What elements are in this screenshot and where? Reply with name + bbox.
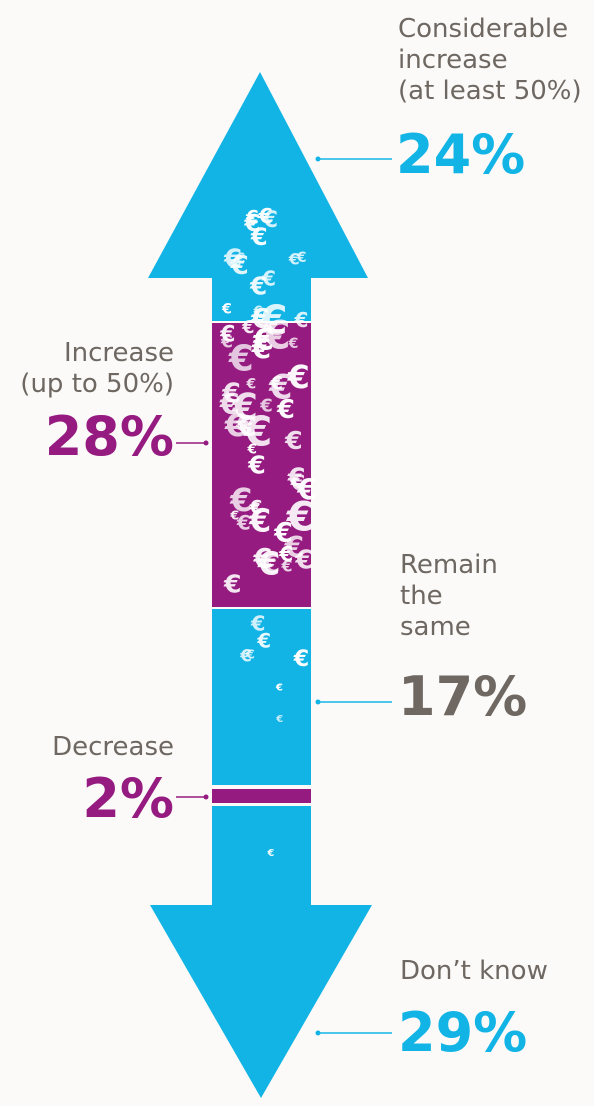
euro-icon: € — [263, 313, 291, 358]
euro-icon: € — [258, 297, 287, 345]
connector-dont-know-dot — [315, 1030, 321, 1036]
euro-icon: € — [241, 318, 254, 338]
euro-icon: € — [294, 308, 309, 332]
euro-icon: € — [296, 250, 307, 266]
euro-icon: € — [290, 470, 306, 495]
connector-increase-dot — [203, 440, 209, 446]
euro-icon: € — [223, 244, 242, 274]
euro-icon: € — [276, 395, 295, 425]
euro-icon: € — [249, 272, 267, 301]
segment-remain-same — [212, 609, 311, 785]
increase-label: Increase (up to 50%) — [20, 338, 174, 399]
euro-icon: € — [278, 542, 293, 566]
euro-icon: € — [219, 387, 240, 421]
euro-icon: € — [261, 550, 280, 580]
euro-icon: € — [296, 474, 317, 507]
euro-icon: € — [293, 646, 309, 672]
euro-icon: € — [220, 333, 233, 353]
euro-icon: € — [247, 441, 257, 457]
euro-icon: € — [261, 267, 276, 291]
euro-icon: € — [275, 683, 283, 694]
connector-considerable-increase-dot — [315, 156, 321, 162]
euro-icon: € — [253, 544, 273, 575]
connector-decrease-dot — [203, 794, 209, 800]
euro-icon: € — [288, 249, 300, 268]
euro-icon: € — [221, 378, 241, 409]
segment-increase — [212, 323, 311, 607]
euro-icon: € — [250, 611, 265, 635]
euro-icon: € — [229, 482, 252, 519]
euro-icon: € — [250, 304, 269, 334]
euro-icon: € — [245, 207, 259, 228]
euro-icon: € — [237, 412, 256, 443]
euro-icon: € — [288, 336, 299, 352]
euro-icon: € — [235, 410, 253, 438]
euro-icon: € — [243, 211, 260, 237]
euro-icon: € — [224, 409, 246, 444]
arrow-body — [148, 72, 372, 1098]
connector-remain-same-dot — [315, 699, 321, 705]
label-connectors — [176, 156, 392, 1036]
segment-decrease — [212, 789, 311, 803]
euro-icon: € — [284, 426, 303, 455]
decrease-value: 2% — [82, 767, 174, 830]
euro-icon: € — [275, 714, 283, 725]
euro-icon: € — [221, 302, 232, 318]
euro-icon: € — [294, 546, 313, 576]
segment-dont-know — [150, 806, 372, 1098]
euro-icon: € — [246, 376, 257, 392]
euro-icon: € — [267, 848, 275, 859]
euro-icon: € — [249, 498, 263, 519]
euro-decoration: €€€€€€ €€€€€€€€€€ €€€€€€€€€€€€€€€ €€€€€€€€€… — [219, 204, 317, 859]
euro-icon: € — [228, 338, 254, 379]
euro-icon: € — [247, 451, 266, 480]
euro-icon: € — [236, 511, 251, 534]
euro-icon: € — [286, 495, 315, 541]
euro-icon: € — [252, 323, 274, 357]
euro-icon: € — [231, 386, 258, 429]
considerable-increase-value: 24% — [396, 123, 526, 186]
decrease-label: Decrease — [52, 732, 174, 762]
euro-icon: € — [253, 304, 263, 319]
euro-icon: € — [230, 251, 249, 281]
euro-icon: € — [229, 507, 239, 522]
euro-icon: € — [248, 503, 271, 539]
dont-know-value: 29% — [398, 1001, 528, 1064]
euro-icon: € — [256, 630, 271, 653]
euro-icon: € — [270, 374, 283, 394]
euro-icon: € — [268, 368, 292, 407]
euro-icon: € — [250, 501, 260, 516]
euro-icon: € — [262, 208, 278, 233]
euro-icon: € — [258, 204, 273, 228]
euro-icon: € — [245, 647, 255, 662]
euro-icon: € — [239, 646, 252, 665]
dont-know-label: Don’t know — [400, 956, 548, 986]
euro-icon: € — [251, 332, 271, 365]
remain-same-value: 17% — [398, 665, 528, 728]
euro-icon: € — [243, 408, 272, 456]
euro-icon: € — [284, 531, 305, 564]
remain-same-label: Remain the same — [400, 550, 498, 642]
euro-icon: € — [235, 251, 245, 266]
euro-icon: € — [257, 544, 280, 582]
euro-icon: € — [287, 464, 306, 494]
euro-icon: € — [287, 359, 310, 396]
euro-icon: € — [223, 570, 242, 599]
increase-value: 28% — [44, 405, 174, 468]
considerable-increase-label: Considerable increase (at least 50%) — [398, 14, 582, 106]
segment-considerable-increase — [148, 72, 368, 321]
euro-icon: € — [250, 223, 268, 251]
euro-icon: € — [281, 557, 293, 576]
euro-icon: € — [219, 323, 235, 348]
euro-icon: € — [259, 396, 273, 417]
euro-icon: € — [273, 518, 293, 549]
